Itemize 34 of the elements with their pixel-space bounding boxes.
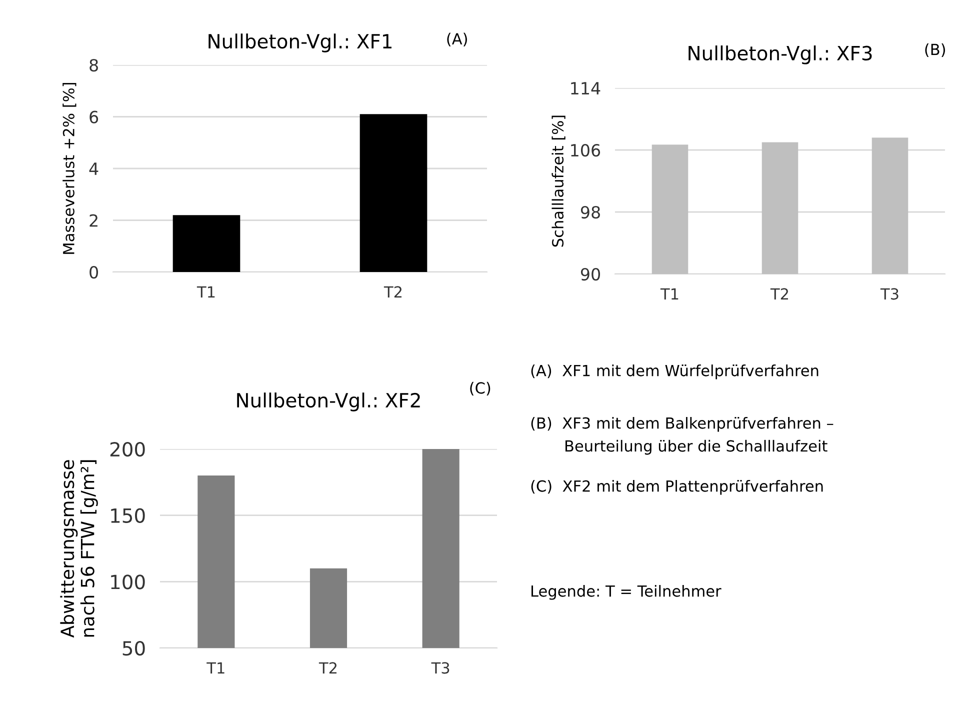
- y-tick-label: 0: [90, 266, 98, 279]
- text: (B): [925, 43, 945, 58]
- chart-title: Nullbeton-Vgl.: XF1: [208, 34, 392, 52]
- text: (B) XF3 mit dem Balkenprüfverfahren – Beurteilung über die Schalllaufzeit: [531, 417, 834, 455]
- y-axis-title: Masseverlust +2% [%]: [62, 82, 76, 254]
- y-tick-label: 200: [110, 442, 145, 457]
- y-tick-label: 4: [89, 162, 98, 175]
- x-tick-label: T3: [880, 288, 898, 300]
- x-tick-label: T1: [196, 286, 215, 298]
- x-tick-label: T1: [206, 662, 224, 674]
- x-tick-label: T1: [660, 288, 678, 300]
- text: (C) XF2 mit dem Plattenprüfverfahren: [531, 480, 823, 495]
- x-tick-label: T2: [318, 662, 336, 674]
- y-tick-label: 6: [90, 110, 98, 124]
- y-tick-label: 90: [580, 268, 600, 281]
- chart-title: Nullbeton-Vgl.: XF3: [688, 45, 872, 64]
- text: (C): [470, 382, 490, 396]
- text: (A) XF1 mit dem Würfelprüfverfahren: [531, 364, 818, 380]
- y-tick-label: 100: [111, 574, 145, 590]
- y-axis-title: Abwitterungsmasse nach 56 FTW [g/m²]: [60, 460, 98, 638]
- y-axis-title: Schalllaufzeit [%]: [552, 116, 566, 247]
- y-tick-label: 50: [122, 640, 145, 656]
- y-tick-label: 98: [580, 206, 600, 219]
- x-tick-label: T2: [770, 288, 788, 300]
- y-tick-label: 8: [90, 58, 98, 72]
- x-tick-label: T3: [431, 662, 450, 674]
- text: Legende: T = Teilnehmer: [532, 585, 722, 600]
- chart-title: Nullbeton-Vgl.: XF2: [237, 392, 420, 412]
- y-tick-label: 150: [111, 508, 145, 523]
- y-tick-label: 2: [90, 214, 98, 227]
- x-tick-label: T2: [384, 286, 402, 298]
- y-tick-label: 106: [571, 144, 600, 157]
- y-tick-label: 114: [571, 82, 600, 94]
- text: (A): [447, 32, 467, 46]
